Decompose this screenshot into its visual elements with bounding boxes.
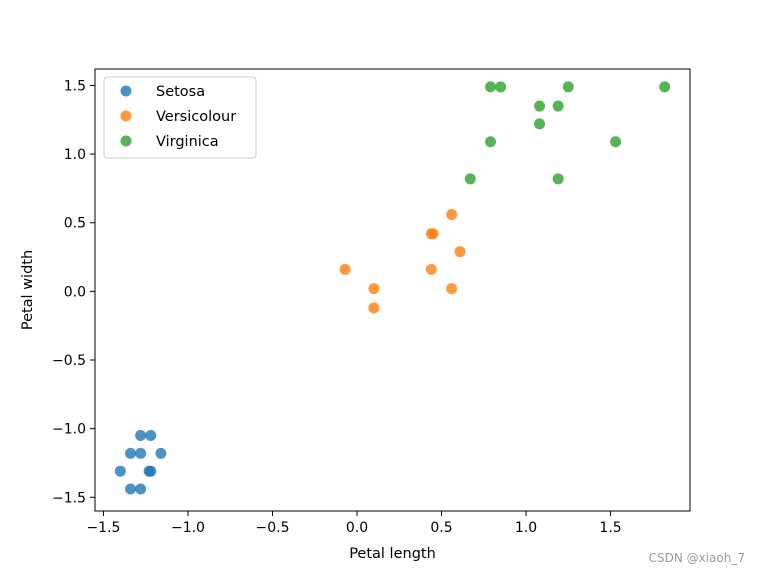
legend-marker bbox=[120, 85, 132, 97]
data-point bbox=[155, 447, 167, 459]
x-tick-label: 1.5 bbox=[599, 520, 621, 536]
series-versicolour bbox=[339, 209, 466, 314]
data-point bbox=[114, 465, 126, 477]
x-tick-label: 0.0 bbox=[346, 520, 368, 536]
data-point bbox=[135, 447, 147, 459]
data-point bbox=[135, 430, 147, 442]
y-tick-label: 1.5 bbox=[64, 78, 86, 94]
legend-label: Virginica bbox=[156, 134, 219, 150]
data-point bbox=[495, 81, 507, 93]
legend-marker bbox=[120, 110, 132, 122]
data-point bbox=[659, 81, 671, 93]
series-setosa bbox=[114, 430, 167, 495]
legend-marker bbox=[120, 135, 132, 147]
data-point bbox=[145, 465, 157, 477]
y-tick-label: −1.0 bbox=[52, 422, 86, 438]
data-point bbox=[446, 209, 458, 221]
y-tick-label: −0.5 bbox=[52, 353, 86, 369]
legend-box bbox=[103, 76, 257, 159]
data-point bbox=[427, 228, 439, 240]
x-axis-label: Petal length bbox=[349, 546, 436, 562]
data-point bbox=[552, 173, 564, 185]
y-tick-label: 0.5 bbox=[64, 216, 86, 232]
watermark: CSDN @xiaoh_7 bbox=[648, 551, 745, 565]
data-point bbox=[368, 302, 380, 314]
x-tick-label: 1.0 bbox=[515, 520, 537, 536]
y-tick-label: 0.0 bbox=[64, 284, 86, 300]
legend: Setosa Versicolour Virginica bbox=[103, 76, 257, 159]
x-tick-label: −0.5 bbox=[255, 520, 289, 536]
data-point bbox=[485, 136, 497, 148]
legend-label: Setosa bbox=[156, 84, 205, 100]
data-point bbox=[124, 447, 136, 459]
data-point bbox=[368, 283, 380, 295]
data-point bbox=[454, 246, 466, 258]
data-point bbox=[339, 263, 351, 275]
data-point bbox=[610, 136, 622, 148]
data-point bbox=[534, 118, 546, 130]
x-axis-ticks: −1.5 −1.0 −0.5 0.0 0.5 1.0 1.5 bbox=[86, 511, 622, 536]
y-axis-label: Petal width bbox=[20, 250, 36, 330]
data-point bbox=[135, 483, 147, 495]
data-point bbox=[562, 81, 574, 93]
data-point bbox=[534, 100, 546, 112]
series-virginica bbox=[464, 81, 671, 185]
data-points bbox=[114, 81, 671, 495]
data-point bbox=[485, 81, 497, 93]
data-point bbox=[464, 173, 476, 185]
y-tick-label: 1.0 bbox=[64, 147, 86, 163]
data-point bbox=[425, 263, 437, 275]
data-point bbox=[145, 430, 157, 442]
y-tick-label: −1.5 bbox=[52, 490, 86, 506]
data-point bbox=[446, 283, 458, 295]
legend-label: Versicolour bbox=[156, 109, 236, 125]
x-tick-label: −1.5 bbox=[86, 520, 120, 536]
x-tick-label: 0.5 bbox=[430, 520, 452, 536]
data-point bbox=[124, 483, 136, 495]
y-axis-ticks: −1.5 −1.0 −0.5 0.0 0.5 1.0 1.5 bbox=[52, 78, 95, 506]
x-tick-label: −1.0 bbox=[171, 520, 205, 536]
data-point bbox=[552, 100, 564, 112]
